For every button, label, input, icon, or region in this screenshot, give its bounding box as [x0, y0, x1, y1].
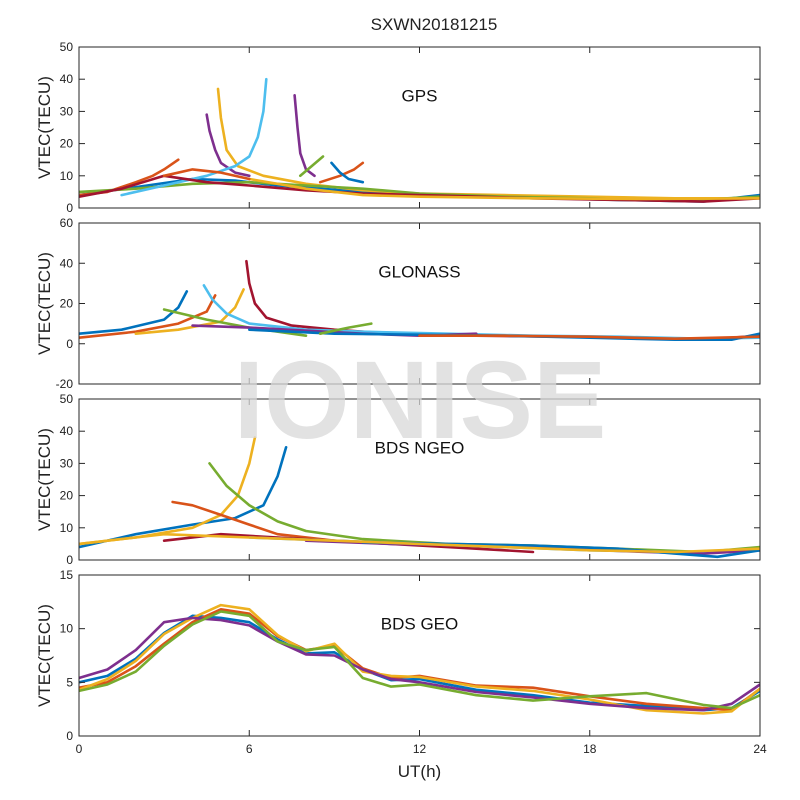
- series-line: [248, 177, 760, 201]
- x-tick-label: 18: [583, 742, 597, 756]
- y-tick-label: -20: [56, 377, 74, 391]
- y-tick-label: 50: [60, 392, 74, 406]
- chart-panel: 0 10 20 30 40 50 VTEC(TECU) BDS NGEO: [35, 392, 761, 567]
- y-tick-label: 30: [60, 104, 74, 118]
- chart-panel: 0 10 20 30 40 50 VTEC(TECU) GPS: [35, 40, 761, 215]
- series-line: [418, 334, 760, 341]
- y-tick-label: 0: [66, 201, 73, 215]
- panel-label: BDS GEO: [381, 615, 458, 634]
- y-tick-label: 40: [60, 256, 74, 270]
- y-tick-label: 30: [60, 456, 74, 470]
- figure-title: SXWN20181215: [371, 15, 498, 34]
- y-axis-label: VTEC(TECU): [35, 252, 54, 355]
- series-line: [79, 290, 189, 336]
- y-tick-label: 15: [60, 568, 74, 582]
- series-line: [79, 610, 760, 710]
- series-group: [79, 436, 760, 559]
- chart-panel: -20 0 20 40 60 VTEC(TECU) GLONASS: [35, 216, 761, 391]
- panel-label: GLONASS: [378, 263, 460, 282]
- x-tick-label: 12: [413, 742, 427, 756]
- y-tick-label: 50: [60, 40, 74, 54]
- series-line: [162, 168, 251, 181]
- series-group: [79, 259, 760, 342]
- series-line: [298, 155, 325, 178]
- series-line: [79, 445, 288, 549]
- y-axis-label: VTEC(TECU): [35, 604, 54, 707]
- series-line: [318, 161, 365, 184]
- y-axis-label: VTEC(TECU): [35, 428, 54, 531]
- series-line: [205, 113, 251, 178]
- series-line: [120, 77, 268, 197]
- y-tick-label: 5: [66, 675, 73, 689]
- series-line: [79, 294, 217, 340]
- x-axis-label: UT(h): [398, 762, 441, 781]
- y-tick-label: 40: [60, 424, 74, 438]
- panel-label: GPS: [402, 87, 438, 106]
- series-line: [330, 161, 365, 184]
- series-line: [79, 532, 760, 554]
- y-tick-label: 20: [60, 137, 74, 151]
- series-line: [293, 94, 316, 178]
- y-tick-label: 0: [66, 553, 73, 567]
- y-tick-label: 20: [60, 489, 74, 503]
- y-tick-label: 60: [60, 216, 74, 230]
- panel-label: BDS NGEO: [375, 439, 465, 458]
- series-group: [79, 77, 760, 203]
- x-tick-label: 6: [246, 742, 253, 756]
- series-line: [318, 322, 373, 336]
- y-axis-label: VTEC(TECU): [35, 76, 54, 179]
- y-tick-label: 20: [60, 297, 74, 311]
- y-tick-label: 10: [60, 622, 74, 636]
- chart-panel: 0 5 10 15 0 6 12 18 24 VTEC(TECU) BDS GEO UT(h): [35, 568, 767, 781]
- y-tick-label: 40: [60, 72, 74, 86]
- watermark-text: IONISE: [234, 339, 607, 462]
- y-tick-label: 10: [60, 169, 74, 183]
- x-tick-label: 24: [753, 742, 767, 756]
- y-tick-label: 10: [60, 521, 74, 535]
- series-line: [208, 462, 760, 554]
- series-group: [79, 603, 760, 715]
- x-tick-label: 0: [76, 742, 83, 756]
- y-tick-label: 0: [66, 337, 73, 351]
- y-tick-label: 0: [66, 729, 73, 743]
